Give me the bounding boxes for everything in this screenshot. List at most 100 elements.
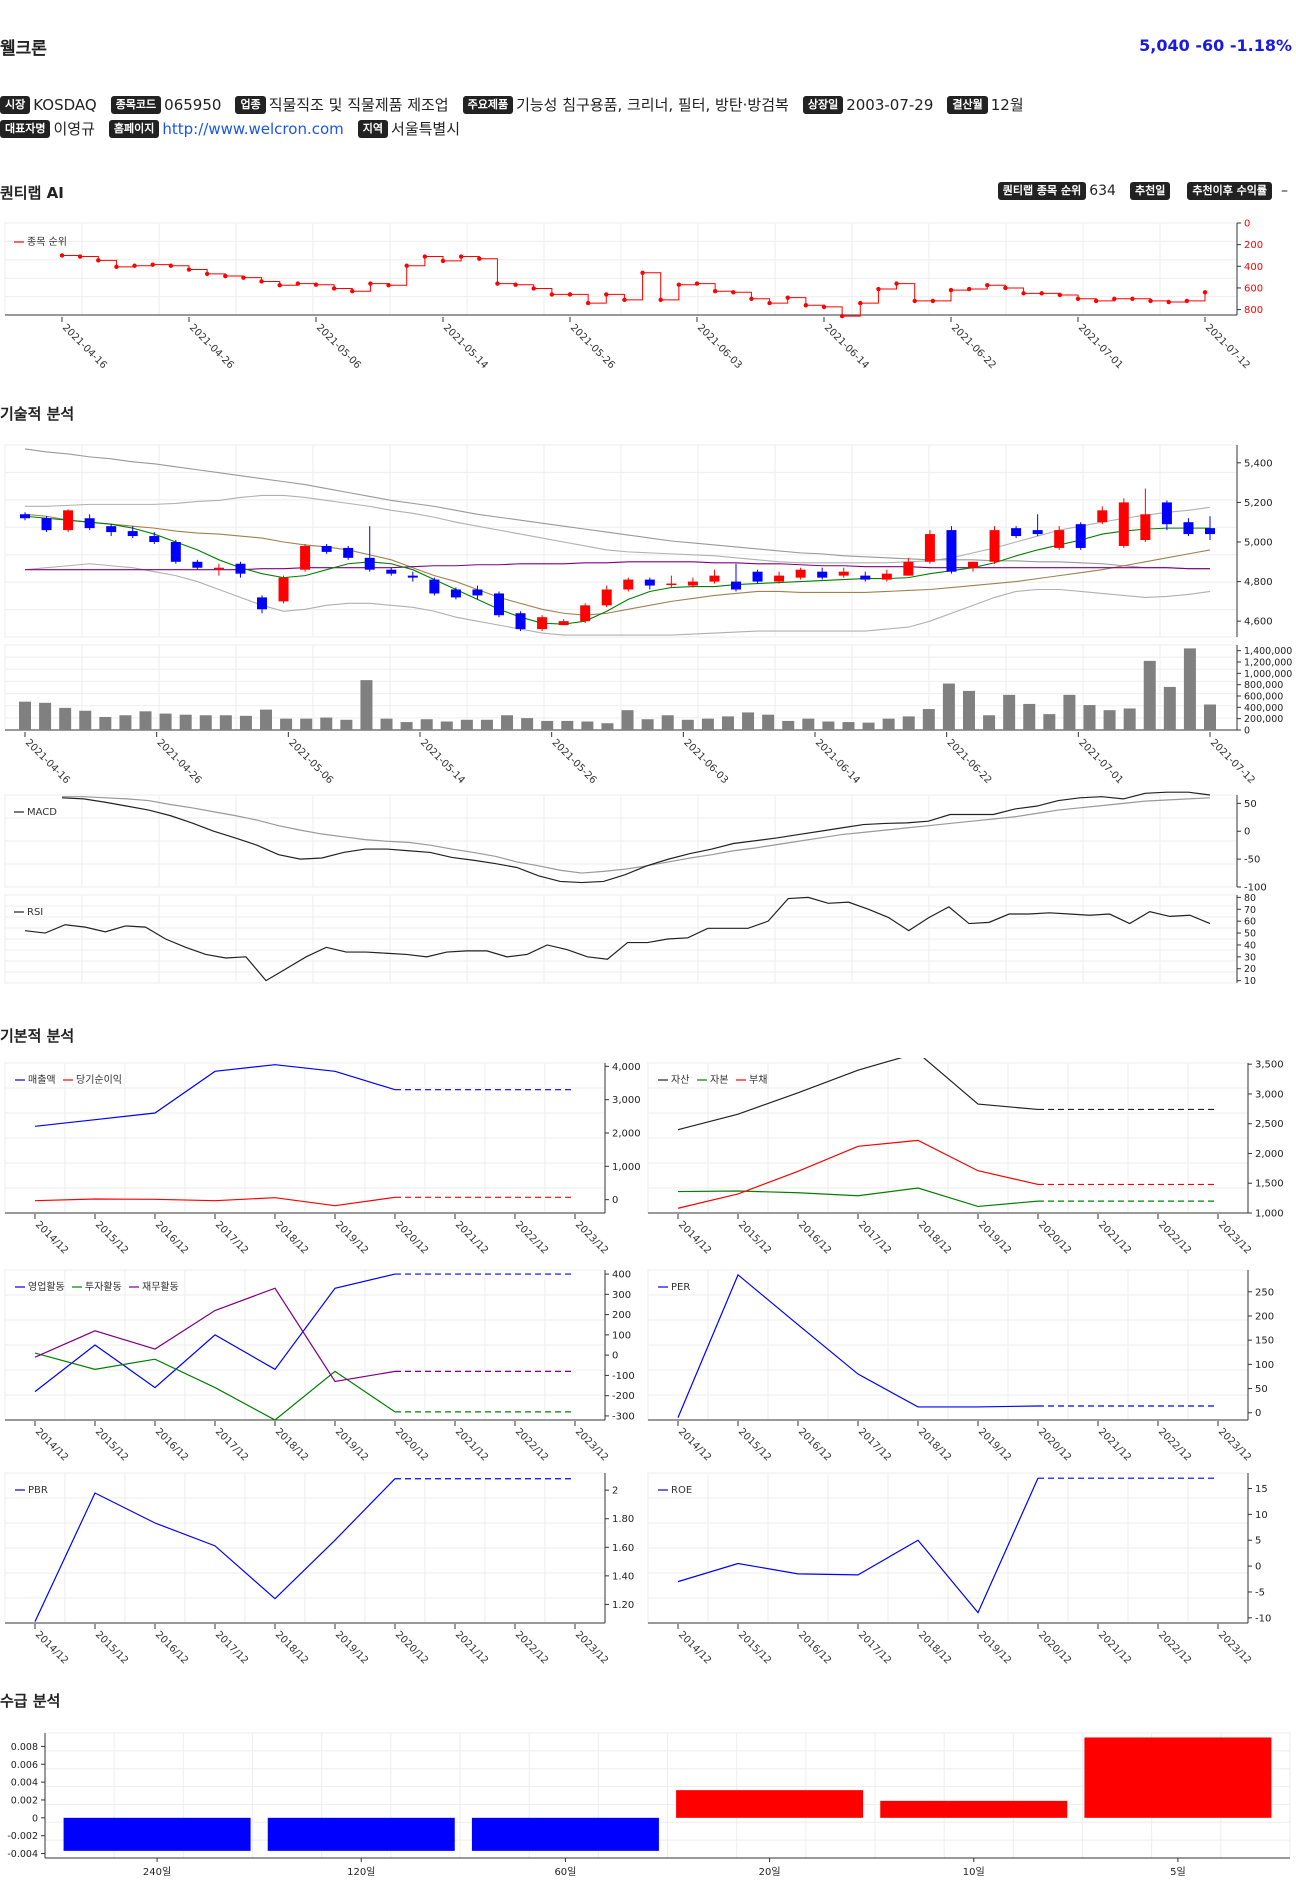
rank-point (803, 303, 809, 308)
macd-legend-label: MACD (27, 807, 57, 818)
rank-xtick-label: 2021-05-14 (441, 322, 490, 371)
per-xtick-label: 2021/12 (1096, 1426, 1133, 1463)
cashflow-xtick-label: 2016/12 (153, 1426, 190, 1463)
rank-point (440, 258, 446, 264)
candle-ytick-label: 4,600 (1244, 617, 1273, 628)
pbr-xtick-label: 2018/12 (273, 1629, 310, 1666)
rank-point (77, 254, 83, 259)
cashflow-ytick-label: 400 (612, 1270, 631, 1281)
rank-point (604, 292, 609, 297)
volume-bar (1043, 714, 1056, 730)
per-xtick-label: 2020/12 (1036, 1426, 1073, 1463)
volume-ytick-label: 200,000 (1244, 714, 1283, 725)
per-xtick-label: 2017/12 (856, 1426, 893, 1463)
supply-bar (267, 1817, 455, 1851)
stock-name: 웰크론 (0, 39, 47, 59)
rank-point (1148, 298, 1153, 304)
volume-bar (39, 702, 52, 730)
supply-bar (471, 1817, 659, 1851)
products-tag: 주요제품 (462, 95, 514, 114)
market-value: KOSDAQ (33, 95, 97, 114)
macd-ytick-label: -100 (1244, 883, 1267, 894)
volume-bar (902, 716, 915, 730)
balance-xtick-label: 2021/12 (1096, 1219, 1133, 1256)
balance-series-line (677, 1187, 1039, 1208)
balance-xtick-label: 2022/12 (1156, 1219, 1193, 1256)
candle-body (515, 613, 526, 630)
volume-xtick-label: 2021-06-22 (945, 737, 994, 786)
volume-xtick-label: 2021-06-14 (813, 737, 862, 786)
supply-bar (63, 1817, 251, 1851)
per-ytick-label: 200 (1255, 1311, 1274, 1322)
rank-point (839, 313, 845, 319)
macd-signal-line (62, 796, 1211, 874)
rank-point (894, 281, 899, 286)
macd-ytick-label: 0 (1244, 827, 1250, 838)
per-xtick-label: 2019/12 (976, 1426, 1013, 1463)
rank-point (368, 281, 373, 286)
products-value: 기능성 침구용품, 크리너, 필터, 방탄·방검복 (516, 96, 789, 114)
pbr-ytick-label: 1.60 (612, 1543, 634, 1554)
volume-bar (681, 719, 694, 730)
balance-ytick-label: 1,000 (1255, 1209, 1284, 1220)
roe-xtick-label: 2022/12 (1156, 1629, 1193, 1666)
per-xtick-label: 2022/12 (1156, 1426, 1193, 1463)
rank-chart: 0 200 400 600 800 2021-04-16 2021-04-26 2021-05… (4, 219, 1263, 371)
return-tag: 추천이후 수익률 (1187, 182, 1272, 200)
rank-point (549, 292, 555, 297)
volume-bar (79, 710, 92, 730)
roe-ytick-label: -5 (1255, 1587, 1265, 1598)
balance-xtick-label: 2015/12 (736, 1219, 773, 1256)
homepage-link[interactable]: http://www.welcron.com (162, 119, 344, 138)
industry-value: 직물직조 및 직물제품 제조업 (268, 96, 449, 114)
volume-bar (782, 720, 795, 730)
volume-bar (400, 722, 413, 730)
volume-bar (581, 721, 594, 730)
supply-ytick-label: 0 (32, 1813, 38, 1824)
cashflow-series-line (34, 1287, 396, 1383)
volume-bar (661, 715, 674, 730)
technical-section-title: 기술적 분석 (0, 405, 75, 423)
candle-bb_lower-line (24, 563, 1211, 636)
rank-point (912, 298, 917, 304)
candle-body (666, 583, 677, 586)
rank-point (712, 288, 718, 294)
rank-ytick-label: 0 (1244, 219, 1250, 230)
supply-ytick-label: 0.008 (11, 1742, 38, 1753)
quant-section-title: 퀀티랩 AI (0, 184, 64, 202)
rank-point (404, 263, 409, 268)
candle-body (106, 526, 117, 533)
candle-body (644, 579, 655, 586)
volume-bar (641, 719, 654, 730)
candle-ma_purple-line (25, 561, 1210, 571)
region-value: 서울특별시 (391, 120, 461, 138)
volume-bar (360, 680, 373, 730)
cashflow-xtick-label: 2023/12 (573, 1426, 610, 1463)
volume-ytick-label: 1,400,000 (1244, 646, 1292, 657)
rank-xtick-label: 2021-06-14 (822, 322, 871, 371)
candle-body (235, 563, 246, 574)
rank-point (277, 283, 282, 288)
rank-point (531, 286, 536, 291)
volume-bar (480, 719, 493, 730)
volume-bar (1003, 694, 1016, 730)
volume-bar (983, 715, 996, 730)
balance-ytick-label: 3,000 (1255, 1089, 1284, 1100)
candle-body (321, 545, 332, 552)
candle-body (687, 581, 698, 586)
volume-bar (1204, 704, 1216, 730)
candle-body (795, 569, 806, 578)
candle-body (989, 530, 1000, 562)
roe-ytick-label: -10 (1255, 1613, 1271, 1624)
rank-point (59, 253, 65, 258)
region-tag: 지역 (357, 119, 389, 138)
macd-line (61, 791, 1211, 884)
pbr-series-line (34, 1478, 396, 1622)
rank-point (495, 281, 500, 286)
cashflow-xtick-label: 2017/12 (213, 1426, 250, 1463)
volume-bar (942, 683, 955, 730)
volume-bar (1123, 708, 1136, 730)
rank-point (114, 264, 119, 270)
candle-body (364, 557, 375, 570)
